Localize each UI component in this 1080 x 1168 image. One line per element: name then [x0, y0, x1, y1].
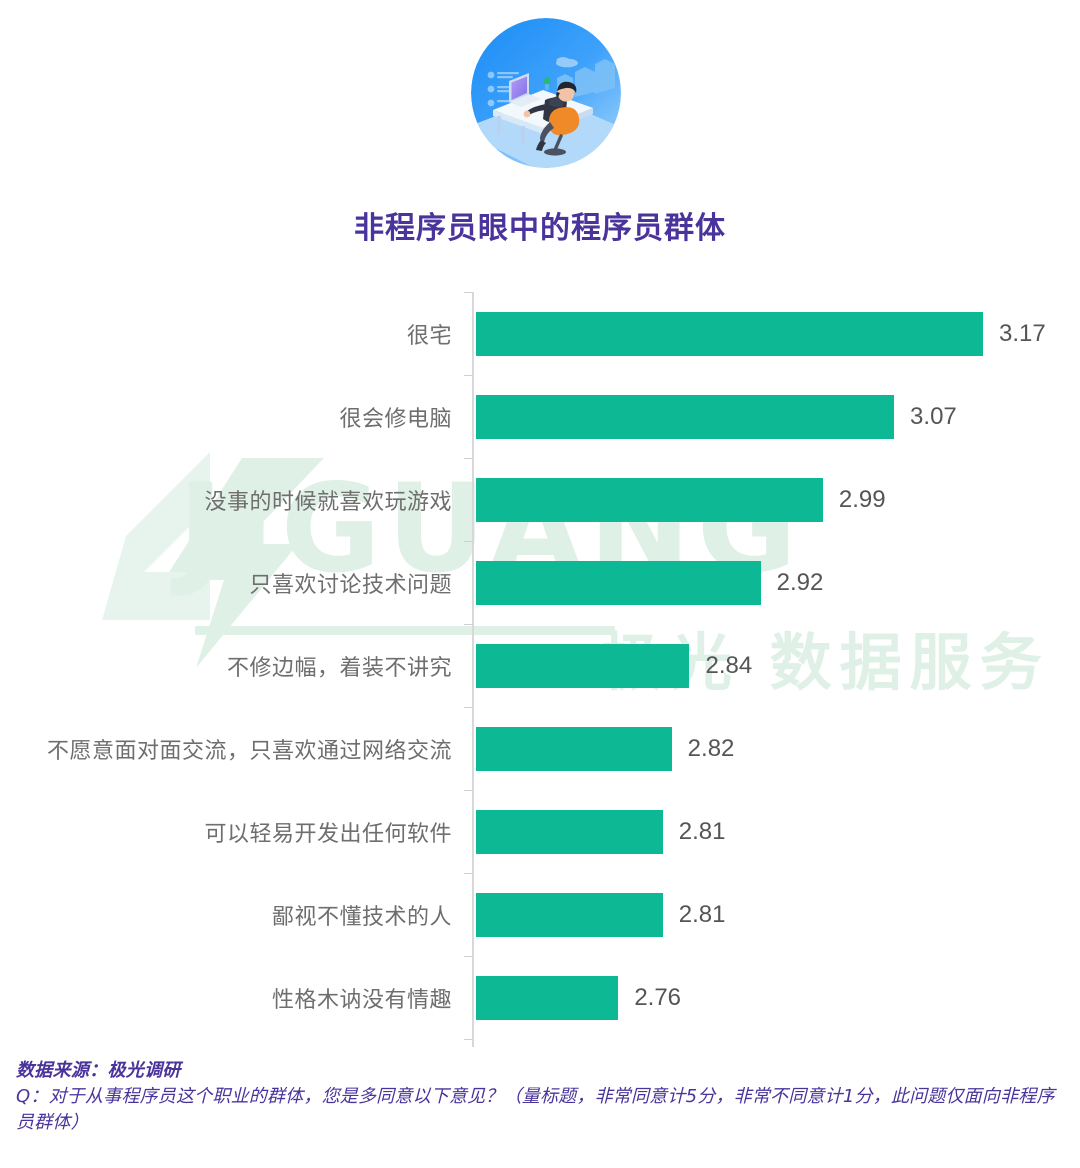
- page-title: 非程序员眼中的程序员群体: [354, 211, 726, 246]
- value-label: 2.92: [776, 568, 824, 596]
- value-label: 2.81: [678, 900, 726, 928]
- programmer-at-desk-illustration: [471, 18, 621, 168]
- value-label: 2.76: [634, 983, 682, 1011]
- bar: [476, 976, 619, 1020]
- bar: [476, 478, 823, 522]
- value-label: 2.81: [678, 817, 726, 845]
- bar: [476, 395, 895, 439]
- category-label: 只喜欢讨论技术问题: [249, 572, 452, 598]
- value-label: 3.17: [999, 319, 1046, 347]
- bar-row: 很会修电脑 3.07: [0, 375, 1080, 458]
- bar: [476, 893, 663, 937]
- value-label: 2.99: [838, 485, 886, 513]
- bar: [476, 727, 672, 771]
- bar-row: 鄙视不懂技术的人 2.81: [0, 873, 1080, 956]
- axis-tick: [464, 956, 473, 957]
- bar-row: 没事的时候就喜欢玩游戏 2.99: [0, 458, 1080, 541]
- bar-row: 只喜欢讨论技术问题 2.92: [0, 541, 1080, 624]
- data-source-text: 数据来源：极光调研: [16, 1060, 181, 1081]
- bar: [476, 561, 761, 605]
- bar-row: 不愿意面对面交流，只喜欢通过网络交流 2.82: [0, 707, 1080, 790]
- value-label: 2.82: [687, 734, 735, 762]
- bar-row: 很宅 3.17: [0, 292, 1080, 375]
- category-label: 鄙视不懂技术的人: [271, 904, 452, 930]
- y-axis-line: [472, 292, 474, 1047]
- category-label: 可以轻易开发出任何软件: [204, 821, 452, 847]
- axis-tick: [464, 707, 473, 708]
- survey-question-text: Q：对于从事程序员这个职业的群体，您是多同意以下意见？（量标题，非常同意计5分，…: [16, 1086, 1055, 1133]
- horizontal-bar-chart: 很宅 3.17 很会修电脑 3.07 没事的时候就喜欢玩游戏 2.99 只喜欢讨论技术问题 2…: [0, 285, 1080, 1050]
- axis-tick: [464, 458, 473, 459]
- axis-tick: [464, 873, 473, 874]
- axis-tick: [464, 292, 473, 293]
- axis-tick: [464, 375, 473, 376]
- value-label: 3.07: [910, 402, 957, 430]
- bar: [476, 810, 663, 854]
- category-label: 很宅: [406, 323, 452, 349]
- category-label: 很会修电脑: [339, 406, 452, 432]
- footer-note: 数据来源：极光调研 Q：对于从事程序员这个职业的群体，您是多同意以下意见？（量标…: [16, 1058, 1066, 1136]
- bar-row: 不修边幅，着装不讲究 2.84: [0, 624, 1080, 707]
- axis-tick: [464, 624, 473, 625]
- category-label: 不愿意面对面交流，只喜欢通过网络交流: [46, 738, 452, 764]
- category-label: 不修边幅，着装不讲究: [226, 655, 452, 681]
- category-label: 性格木讷没有情趣: [271, 987, 452, 1013]
- axis-tick: [464, 790, 473, 791]
- bar-row: 性格木讷没有情趣 2.76: [0, 956, 1080, 1039]
- bar: [476, 312, 983, 356]
- category-label: 没事的时候就喜欢玩游戏: [204, 489, 452, 515]
- bar-row: 可以轻易开发出任何软件 2.81: [0, 790, 1080, 873]
- axis-tick: [464, 541, 473, 542]
- value-label: 2.84: [705, 651, 753, 679]
- axis-tick: [464, 1039, 473, 1040]
- bar: [476, 644, 690, 688]
